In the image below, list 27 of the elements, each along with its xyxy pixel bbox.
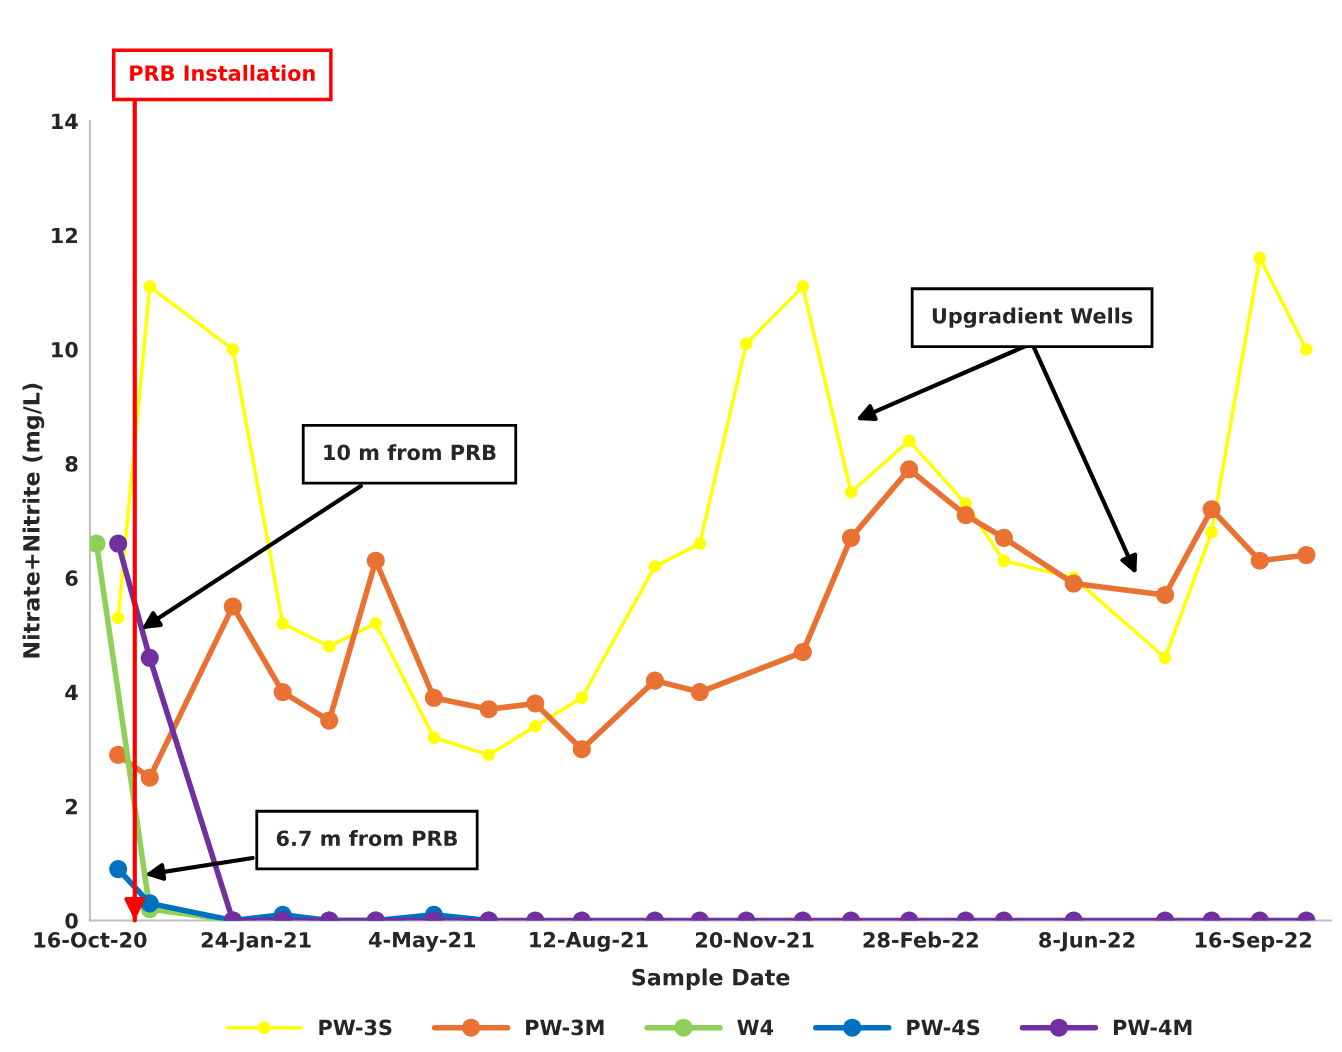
legend-label: PW-3M (526, 1019, 604, 1036)
annotation: 10 m from PRB (324, 444, 496, 461)
legend-label: PW-4S (907, 1019, 980, 1036)
y-tick-label: 2 (65, 798, 77, 815)
x-tick-label: 8-Jun-22 (1039, 931, 1135, 952)
y-tick-label: 10 (52, 341, 78, 358)
annotation: 6.7 m from PRB (276, 830, 457, 847)
y-tick-label: 6 (65, 570, 78, 587)
legend-label: PW-3S (319, 1019, 392, 1036)
x-tick-label: 24-Jan-21 (201, 931, 311, 952)
y-tick-label: 0 (65, 912, 78, 929)
y-axis-title: Nitrate+Nitrite (mg/L) (22, 383, 45, 658)
y-tick-label: 4 (65, 684, 78, 700)
x-tick-label: 16-Oct-20 (34, 931, 147, 948)
ref-line-label: PRB Installation (130, 64, 315, 81)
x-tick-label: 12-Aug-21 (530, 931, 648, 952)
y-tick-label: 8 (65, 456, 78, 472)
y-tick-label: 12 (52, 227, 77, 244)
legend-label: W4 (737, 1019, 774, 1036)
x-tick-label: 28-Feb-22 (863, 931, 978, 948)
x-tick-label: 4-May-21 (368, 931, 476, 952)
x-tick-label: 16-Sep-22 (1195, 931, 1312, 952)
x-axis-title: Sample Date (632, 968, 790, 990)
legend-label: PW-4M (1113, 1019, 1192, 1036)
y-tick-label: 14 (52, 113, 78, 129)
annotation: Upgradient Wells (932, 307, 1133, 328)
x-tick-label: 20-Nov-21 (695, 931, 814, 948)
